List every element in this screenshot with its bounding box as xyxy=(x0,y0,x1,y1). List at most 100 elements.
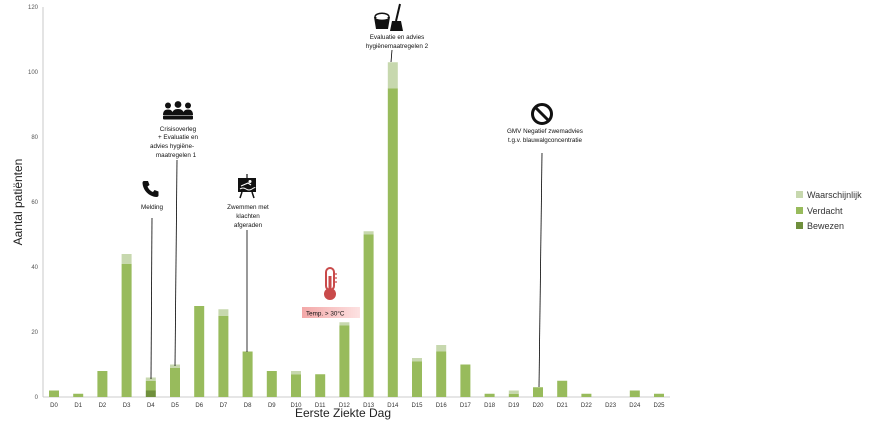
annotation-leaders xyxy=(150,49,543,388)
bar-waarschijnlijk-d15 xyxy=(412,358,422,362)
legend: Waarschijnlijk Verdacht Bewezen xyxy=(796,190,862,231)
bar-verdacht-d13 xyxy=(363,234,374,397)
bar-bewezen-d4 xyxy=(145,390,156,397)
leader-hygiene2 xyxy=(390,49,393,63)
x-tick-label: D7 xyxy=(220,403,228,409)
bar-waarschijnlijk-d4 xyxy=(145,377,156,381)
bar-waarschijnlijk-d14 xyxy=(387,62,398,89)
x-tick-label: D25 xyxy=(653,403,665,409)
bar-verdacht-d1 xyxy=(73,393,84,397)
bar-waarschijnlijk-d3 xyxy=(121,254,132,264)
x-tick-label: D17 xyxy=(460,403,472,409)
x-tick-label: D3 xyxy=(123,403,131,409)
bar-waarschijnlijk-d5 xyxy=(170,364,180,368)
bar-verdacht-d7 xyxy=(218,315,229,397)
y-tick-label: 20 xyxy=(31,330,38,336)
bar-verdacht-d20 xyxy=(533,387,543,397)
bar-verdacht-d8 xyxy=(242,351,253,397)
annotation-crisisoverleg: Crisisoverleg + Evaluatie en advies hygi… xyxy=(150,126,199,159)
legend-label-verdacht: Verdacht xyxy=(807,206,843,216)
bar-verdacht-d17 xyxy=(460,364,471,397)
x-tick-label: D23 xyxy=(605,403,617,409)
x-tick-labels: D0 D1 D2 D3 D4 D5 D6 D7 D8 D9 D10 D11 D12 D13 D14 D15 D1… xyxy=(50,403,665,409)
legend-label-bewezen: Bewezen xyxy=(807,221,844,231)
x-tick-label: D20 xyxy=(532,403,544,409)
temperature-label-box xyxy=(302,307,360,318)
bar-waarschijnlijk-d13 xyxy=(363,231,374,235)
bar-verdacht-d11 xyxy=(315,374,326,397)
annotation-line: afgeraden xyxy=(234,222,263,229)
annotation-melding: Melding xyxy=(141,204,164,211)
bar-verdacht-d15 xyxy=(412,361,422,397)
x-tick-label: D0 xyxy=(50,403,58,409)
annotation-line: Zwemmen met xyxy=(227,204,269,211)
x-tick-label: D16 xyxy=(436,403,448,409)
annotation-line: Crisisoverleg xyxy=(160,126,197,133)
x-tick-label: D5 xyxy=(171,403,179,409)
x-axis-title: Eerste Ziekte Dag xyxy=(295,406,391,420)
annotation-line: advies hygiëne- xyxy=(150,143,194,150)
bar-verdacht-d24 xyxy=(629,390,640,397)
x-tick-label: D15 xyxy=(411,403,423,409)
x-tick-label: D11 xyxy=(315,403,326,409)
bars xyxy=(49,62,664,397)
y-tick-label: 40 xyxy=(31,265,38,271)
bar-verdacht-d14 xyxy=(387,88,398,397)
bar-verdacht-d21 xyxy=(557,380,568,397)
x-tick-label: D8 xyxy=(244,403,252,409)
bar-waarschijnlijk-d10 xyxy=(291,371,301,375)
bar-verdacht-d18 xyxy=(484,393,495,397)
y-tick-label: 120 xyxy=(28,5,39,11)
legend-swatch-waarschijnlijk xyxy=(796,191,803,198)
annotation-line: hygiënemaatregelen 2 xyxy=(366,43,429,50)
leader-crisisoverleg xyxy=(174,159,178,367)
y-tick-labels: 0 20 40 60 80 100 120 xyxy=(28,5,39,401)
x-tick-label: D6 xyxy=(195,403,203,409)
y-tick-label: 0 xyxy=(35,395,39,401)
x-tick-label: D12 xyxy=(339,403,351,409)
x-tick-label: D10 xyxy=(290,403,302,409)
annotation-zwemmen: Zwemmen met klachten afgeraden xyxy=(227,204,269,229)
annotation-line: + Evaluatie en xyxy=(158,134,199,141)
temperature-label: Temp. > 30°C xyxy=(306,310,345,318)
y-tick-label: 80 xyxy=(31,135,38,141)
bar-verdacht-d10 xyxy=(291,374,301,397)
annotation-line: klachten xyxy=(236,213,260,220)
cleaning-icon xyxy=(374,3,403,31)
bar-verdacht-d2 xyxy=(97,371,108,397)
swimmer-sign-icon xyxy=(238,174,256,199)
x-tick-label: D19 xyxy=(508,403,520,409)
annotation-line: Evaluatie en advies xyxy=(370,34,425,41)
x-tick-label: D9 xyxy=(268,403,276,409)
annotation-line: GMV Negatief zwemadvies xyxy=(507,128,583,135)
bar-waarschijnlijk-d16 xyxy=(436,345,447,352)
phone-icon xyxy=(142,181,159,197)
bar-waarschijnlijk-d12 xyxy=(339,322,350,326)
bar-verdacht-d12 xyxy=(339,325,350,397)
x-tick-label: D22 xyxy=(581,403,593,409)
y-tick-label: 100 xyxy=(28,70,39,76)
prohibited-icon xyxy=(531,103,553,125)
bar-verdacht-d16 xyxy=(436,351,447,397)
x-tick-label: D4 xyxy=(147,403,155,409)
bar-verdacht-d19 xyxy=(508,393,519,397)
legend-label-waarschijnlijk: Waarschijnlijk xyxy=(807,190,862,200)
bar-waarschijnlijk-d7 xyxy=(218,309,229,316)
annotation-line: t.g.v. blauwalgconcentratie xyxy=(508,137,583,144)
x-tick-label: D14 xyxy=(387,403,399,409)
bar-verdacht-d5 xyxy=(170,367,180,397)
legend-swatch-verdacht xyxy=(796,207,803,214)
bar-verdacht-d4 xyxy=(145,380,156,391)
y-axis-title: Aantal patiënten xyxy=(11,159,25,246)
y-tick-label: 60 xyxy=(31,200,38,206)
annotation-line: maatregelen 1 xyxy=(156,152,197,159)
bar-verdacht-d3 xyxy=(121,263,132,397)
thermometer-icon xyxy=(324,267,337,300)
x-tick-label: D1 xyxy=(74,403,82,409)
bar-verdacht-d9 xyxy=(266,371,277,397)
x-tick-label: D2 xyxy=(99,403,107,409)
x-tick-label: D21 xyxy=(557,403,569,409)
annotation-line: Melding xyxy=(141,204,164,211)
bar-verdacht-d22 xyxy=(581,393,592,397)
